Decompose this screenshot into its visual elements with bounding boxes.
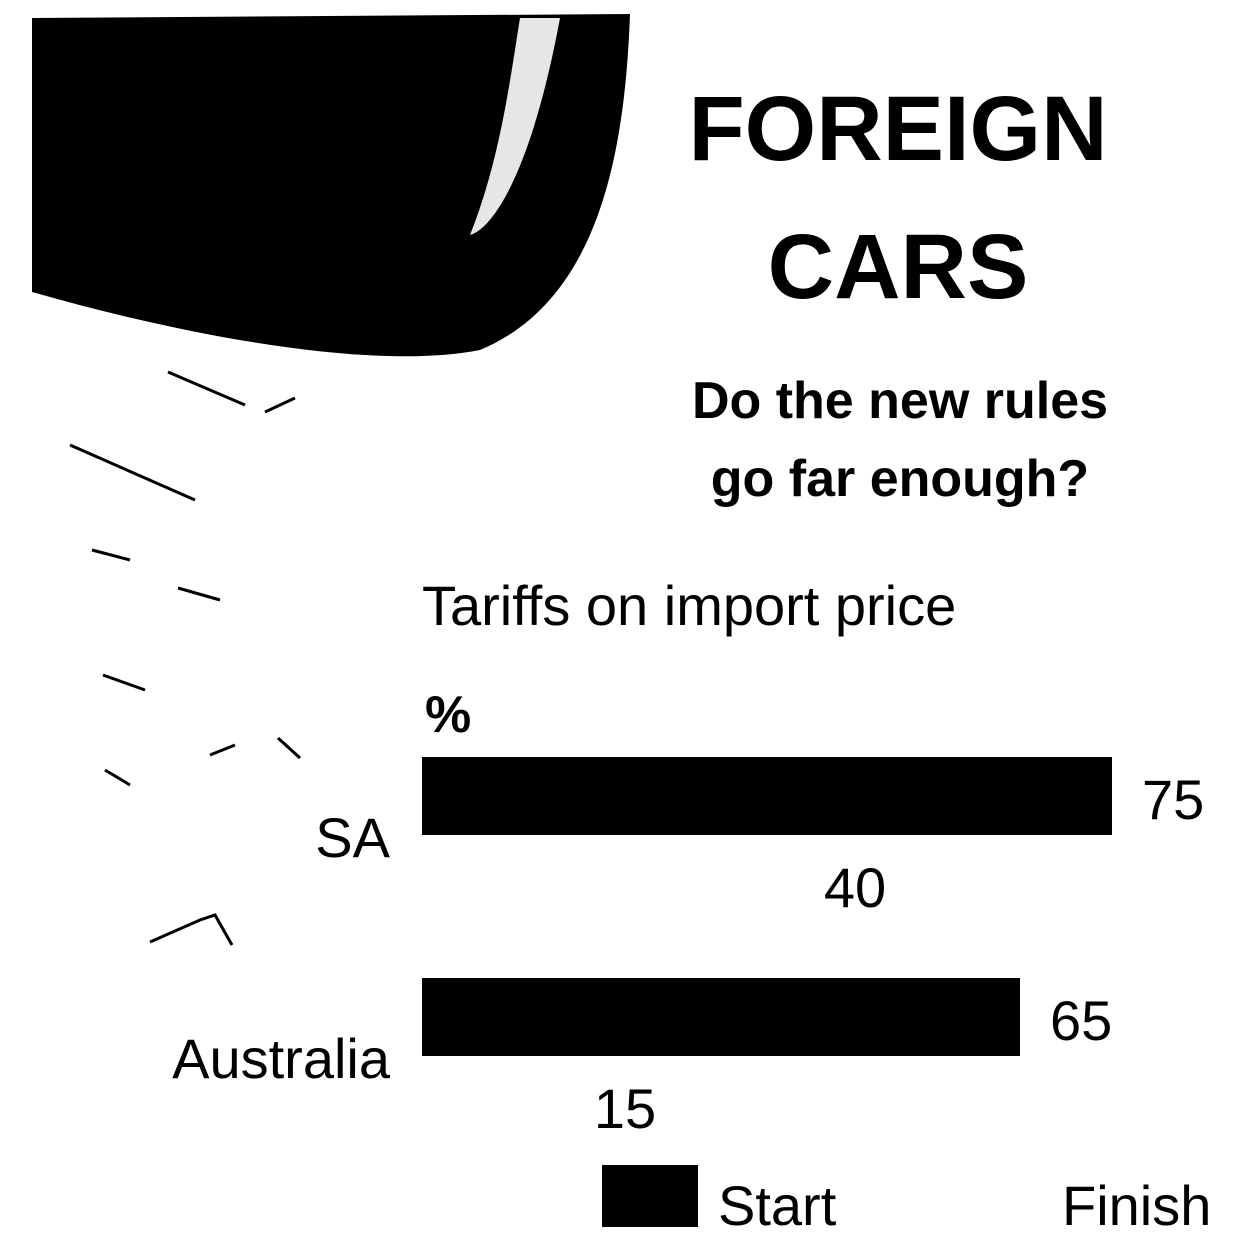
category-label: SA [315, 806, 390, 869]
unit-label: % [425, 686, 471, 744]
legend-label: Start [718, 1174, 837, 1237]
bar [422, 1060, 560, 1100]
chart-title: FOREIGN CARS [688, 78, 1107, 318]
category-label: Australia [172, 1027, 391, 1090]
legend-swatch [960, 1165, 1056, 1227]
value-label: 65 [1050, 989, 1112, 1052]
value-label: 40 [824, 856, 886, 919]
chart-subtitle: Do the new rules go far enough? [692, 372, 1108, 508]
chart-description: Tariffs on import price [422, 574, 956, 637]
legend-label: Finish [1062, 1174, 1211, 1237]
value-label: 15 [594, 1077, 656, 1140]
bar [422, 978, 1020, 1056]
car-illustration [32, 14, 630, 946]
bar [422, 757, 1112, 835]
legend-swatch [602, 1165, 698, 1227]
bar [422, 839, 790, 879]
value-label: 75 [1142, 768, 1204, 831]
